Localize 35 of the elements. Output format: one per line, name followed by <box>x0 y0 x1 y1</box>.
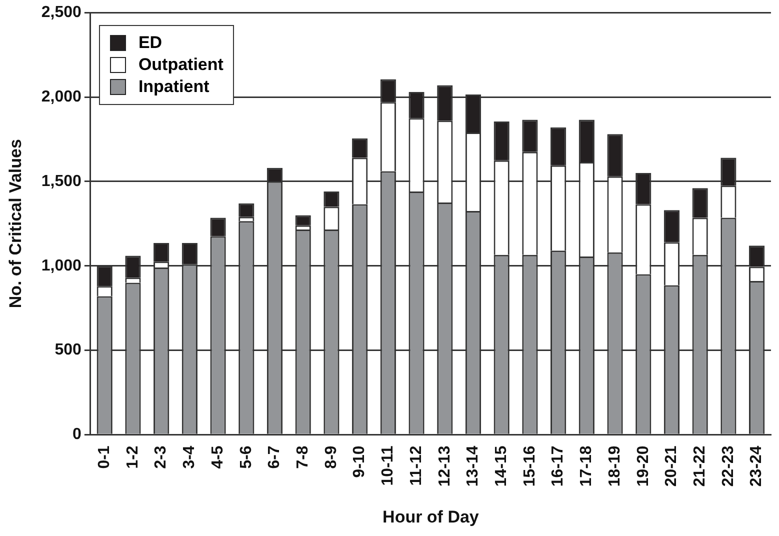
x-tick-label: 12-13 <box>436 446 454 487</box>
x-tick-label: 3-4 <box>181 446 198 469</box>
x-tick-label: 8-9 <box>322 446 340 469</box>
y-tick-label: 0 <box>72 426 82 444</box>
x-tick-label: 4-5 <box>209 446 226 469</box>
legend-label: ED <box>138 32 162 54</box>
y-tick-label: 2,000 <box>41 88 82 106</box>
x-tick-label: 23-24 <box>748 446 766 487</box>
x-tick-label: 0-1 <box>96 446 114 469</box>
x-tick-label: 20-21 <box>663 446 680 487</box>
y-axis-title: No. of Critical Values <box>6 139 25 308</box>
x-tick-label: 14-15 <box>493 446 510 487</box>
x-tick-label: 10-11 <box>380 446 397 486</box>
x-tick-label: 16-17 <box>550 446 567 487</box>
x-tick-label: 15-16 <box>521 446 538 487</box>
x-tick-label: 5-6 <box>238 446 255 469</box>
x-tick-label: 1-2 <box>124 446 142 469</box>
x-tick-label: 11-12 <box>408 446 425 486</box>
x-tick-label: 7-8 <box>294 446 312 469</box>
x-tick-label: 18-19 <box>606 446 624 487</box>
y-tick-label: 1,000 <box>41 257 82 274</box>
legend-label: Inpatient <box>138 76 210 98</box>
x-tick-label: 22-23 <box>720 446 737 487</box>
y-tick-label: 2,500 <box>41 4 82 22</box>
x-tick-label: 9-10 <box>351 446 368 478</box>
x-tick-label: 13-14 <box>464 446 482 487</box>
x-tick-label: 19-20 <box>634 446 652 487</box>
x-tick-label: 2-3 <box>152 446 170 469</box>
x-axis-title: Hour of Day <box>382 507 480 526</box>
x-tick-label: 17-18 <box>578 446 596 487</box>
legend-label: Outpatient <box>138 54 224 76</box>
x-tick-label: 21-22 <box>691 446 708 487</box>
y-tick-label: 500 <box>54 342 82 359</box>
x-tick-label: 6-7 <box>266 446 284 469</box>
y-tick-label: 1,500 <box>41 172 82 190</box>
